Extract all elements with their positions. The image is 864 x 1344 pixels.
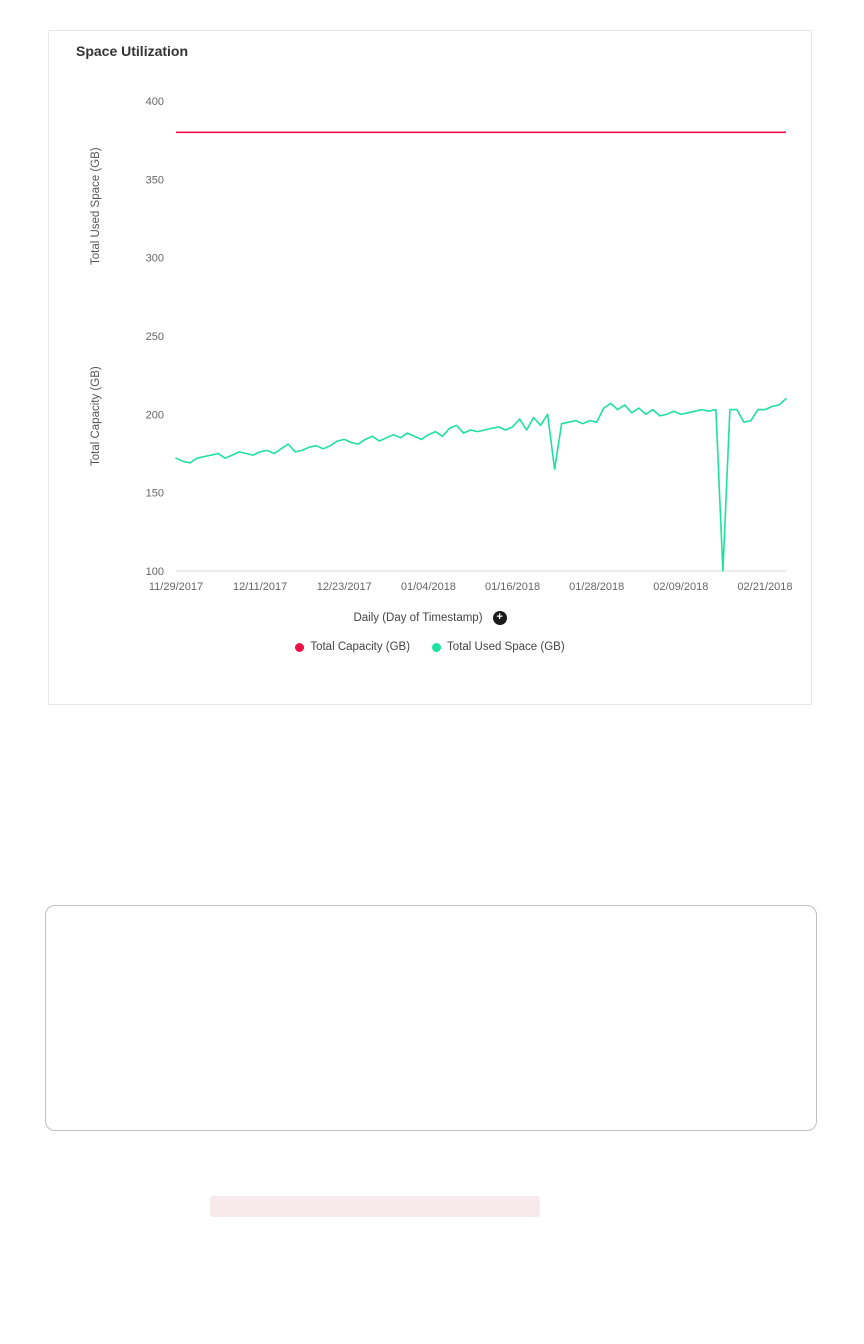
x-axis-title: Daily (Day of Timestamp): [353, 612, 483, 624]
x-tick-label: 01/04/2018: [401, 581, 456, 593]
capacity-legend-dot-icon: [295, 642, 305, 652]
y-tick-label: 150: [146, 488, 164, 500]
y-tick-label: 350: [146, 174, 164, 186]
legend-label-used-space: Total Used Space (GB): [447, 641, 565, 653]
used-space-legend-dot-icon: [432, 642, 442, 652]
loading-placeholder-bar: [210, 1196, 540, 1217]
legend: Total Capacity (GB) Total Used Space (GB…: [49, 641, 811, 653]
drill-down-icon[interactable]: +: [492, 611, 507, 625]
y-tick-label: 300: [146, 253, 164, 265]
x-tick-label: 02/09/2018: [653, 581, 708, 593]
total-used-space-line[interactable]: [175, 397, 787, 572]
y-tick-label: 250: [146, 331, 164, 343]
x-tick-label: 12/11/2017: [233, 581, 287, 593]
empty-panel: [45, 905, 817, 1131]
legend-item-capacity[interactable]: Total Capacity (GB): [295, 641, 410, 653]
x-tick-label: 02/21/2018: [737, 581, 792, 593]
line-chart[interactable]: 100 150 200 250 300 350 400 11/29/2017 12/11/201…: [49, 89, 812, 601]
space-utilization-card: Space Utilization Total Capacity (GB) To…: [48, 30, 812, 705]
legend-label-capacity: Total Capacity (GB): [310, 641, 411, 653]
y-tick-label: 100: [146, 566, 164, 578]
x-tick-label: 01/16/2018: [485, 581, 540, 593]
y-tick-label: 200: [146, 409, 164, 421]
chart-title: Space Utilization: [76, 43, 189, 59]
legend-item-used-space[interactable]: Total Used Space (GB): [432, 641, 565, 653]
x-tick-label: 11/29/2017: [149, 581, 203, 593]
x-tick-label: 01/28/2018: [569, 581, 624, 593]
x-tick-label: 12/23/2017: [317, 581, 372, 593]
x-axis-title-row: Daily (Day of Timestamp) +: [49, 611, 811, 625]
y-tick-label: 400: [146, 96, 164, 108]
